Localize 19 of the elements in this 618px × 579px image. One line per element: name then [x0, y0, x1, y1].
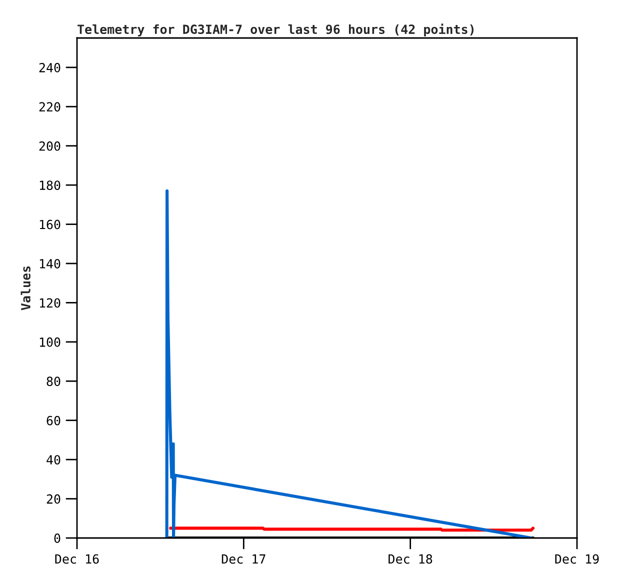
- x-tick-label: Dec 16: [55, 554, 99, 564]
- y-tick-label: 120: [40, 298, 60, 308]
- y-tick-label: 20: [46, 494, 60, 504]
- y-tick-label: 160: [40, 220, 60, 230]
- y-tick-label: 100: [40, 337, 60, 347]
- y-tick-label: 140: [40, 258, 60, 268]
- x-tick-label: Dec 17: [222, 554, 266, 564]
- y-tick-label: 240: [39, 62, 60, 72]
- y-tick-label: 80: [46, 376, 60, 386]
- y-tick-label: 0: [54, 534, 60, 543]
- chart-title: Telemetry for DG3IAM-7 over last 96 hours (42 points): [78, 24, 474, 36]
- x-tick-label: Dec 18: [388, 554, 432, 564]
- y-tick-label: 180: [40, 180, 60, 190]
- y-tick-label: 200: [39, 141, 60, 151]
- y-tick-label: 220: [39, 102, 60, 112]
- y-tick-label: 60: [46, 416, 60, 426]
- y-tick-label: 40: [46, 455, 60, 465]
- y-axis-title: Values: [20, 266, 30, 310]
- x-tick-label: Dec 19: [555, 554, 599, 564]
